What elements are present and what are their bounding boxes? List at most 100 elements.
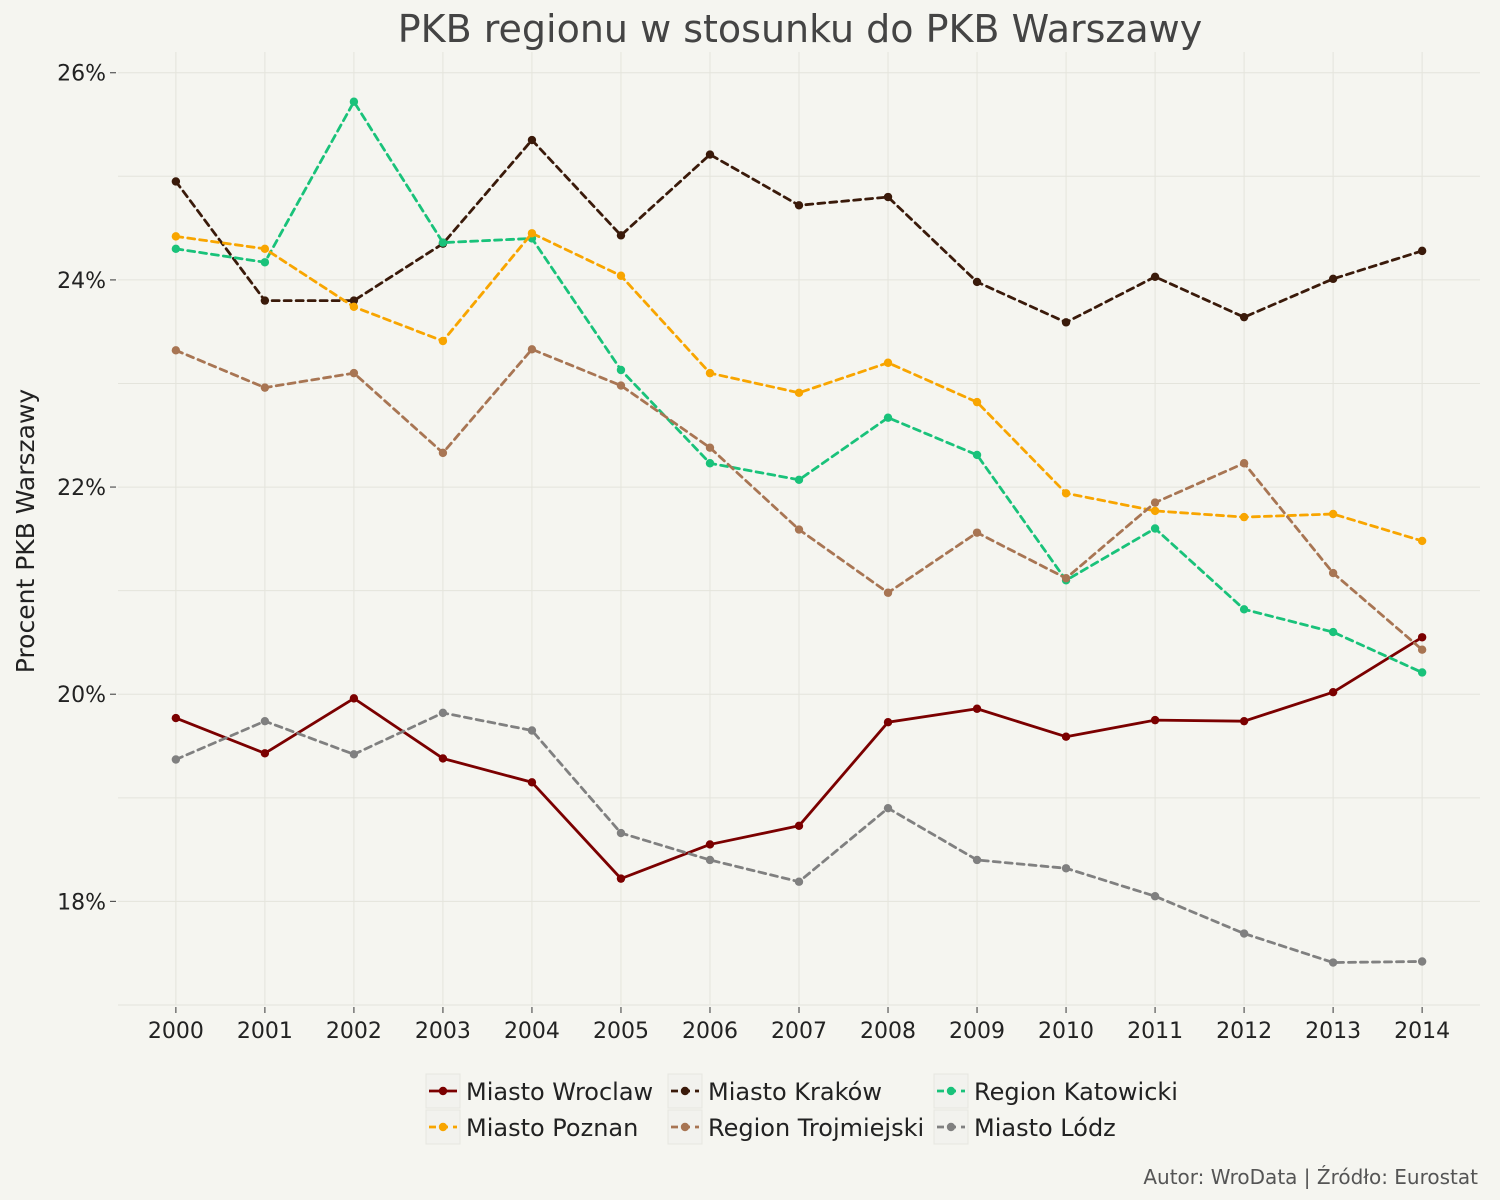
legend-label: Miasto Lódz <box>974 1114 1116 1142</box>
series-group <box>171 708 1427 967</box>
legend-item: Miasto Lódz <box>933 1109 1116 1145</box>
data-point <box>171 177 181 186</box>
data-point <box>260 749 270 758</box>
data-point <box>1417 645 1427 654</box>
data-point <box>527 229 537 238</box>
data-point <box>171 346 181 355</box>
y-tick-label: 26% <box>57 62 106 87</box>
data-point <box>1328 958 1338 967</box>
data-point <box>527 726 537 735</box>
x-tick-label: 2005 <box>593 1019 649 1044</box>
x-tick-label: 2001 <box>237 1019 293 1044</box>
y-axis-label: Procent PKB Warszawy <box>11 389 40 674</box>
data-point <box>1328 568 1338 578</box>
series-line <box>174 231 1424 543</box>
data-point <box>616 365 626 375</box>
data-point <box>1239 512 1249 522</box>
data-point <box>1239 605 1249 614</box>
legend: Miasto Wroclaw Miasto Kraków Region Katowi… <box>425 1073 1178 1145</box>
data-point <box>883 413 893 422</box>
x-tick-label: 2010 <box>1038 1019 1094 1044</box>
x-tick-label: 2009 <box>949 1019 1005 1044</box>
legend-key-point <box>438 1086 448 1096</box>
data-point <box>1061 489 1071 498</box>
legend-label: Miasto Wroclaw <box>466 1078 653 1106</box>
data-point <box>1150 524 1160 533</box>
data-point <box>972 855 982 865</box>
data-point <box>260 716 270 726</box>
data-point <box>705 459 715 468</box>
data-point <box>171 244 181 254</box>
data-point <box>1328 627 1338 637</box>
series-lines <box>171 97 1427 967</box>
data-point <box>349 750 359 759</box>
data-point <box>972 528 982 537</box>
data-point <box>1417 633 1427 642</box>
data-point <box>438 238 448 247</box>
data-point <box>616 381 626 390</box>
data-point <box>794 821 804 830</box>
data-point <box>260 383 270 392</box>
data-point <box>1061 864 1071 873</box>
data-point <box>1150 498 1160 507</box>
legend-key-point <box>438 1122 448 1132</box>
data-point <box>527 345 537 354</box>
x-tick-label: 2013 <box>1305 1019 1361 1044</box>
chart-caption: Autor: WroData | Źródło: Eurostat <box>1143 1165 1478 1189</box>
data-point <box>705 368 715 378</box>
series-group <box>171 229 1427 546</box>
y-tick-label: 24% <box>57 269 106 294</box>
legend-item: Region Katowicki <box>933 1073 1178 1109</box>
x-tick-label: 2002 <box>326 1019 382 1044</box>
data-point <box>616 231 626 240</box>
data-point <box>1328 274 1338 284</box>
data-point <box>1150 892 1160 901</box>
y-tick-label: 18% <box>57 890 106 915</box>
data-point <box>794 201 804 210</box>
x-tick-label: 2011 <box>1127 1019 1183 1044</box>
data-point <box>883 192 893 202</box>
x-tick-label: 2000 <box>148 1019 204 1044</box>
x-tick-label: 2012 <box>1216 1019 1272 1044</box>
legend-label: Region Katowicki <box>974 1078 1178 1106</box>
data-point <box>794 475 804 485</box>
data-point <box>171 713 181 723</box>
x-tick-label: 2006 <box>682 1019 738 1044</box>
data-point <box>883 803 893 813</box>
data-point <box>616 828 626 838</box>
data-point <box>171 755 181 764</box>
data-point <box>1239 716 1249 726</box>
y-tick-label: 20% <box>57 683 106 708</box>
data-point <box>705 443 715 452</box>
data-point <box>349 97 359 106</box>
data-point <box>616 271 626 280</box>
data-point <box>527 135 537 145</box>
legend-item: Miasto Wroclaw <box>425 1073 653 1109</box>
data-point <box>349 694 359 703</box>
legend-item: Region Trojmiejski <box>667 1109 924 1145</box>
data-point <box>438 336 448 346</box>
x-tick-label: 2008 <box>860 1019 916 1044</box>
x-tick-label: 2004 <box>504 1019 560 1044</box>
data-point <box>1061 574 1071 583</box>
data-point <box>1328 687 1338 697</box>
data-point <box>527 778 537 787</box>
data-point <box>349 296 359 305</box>
data-point <box>260 258 270 267</box>
data-point <box>794 877 804 886</box>
data-point <box>972 450 982 460</box>
data-point <box>1417 536 1427 546</box>
x-tick-label: 2014 <box>1394 1019 1450 1044</box>
legend-key-point <box>946 1122 956 1132</box>
data-point <box>171 232 181 241</box>
data-point <box>1417 668 1427 677</box>
series-group <box>171 633 1427 883</box>
data-point <box>438 448 448 458</box>
data-point <box>349 302 359 312</box>
x-tick-label: 2003 <box>415 1019 471 1044</box>
data-point <box>972 397 982 407</box>
data-point <box>1239 929 1249 938</box>
data-point <box>705 840 715 849</box>
